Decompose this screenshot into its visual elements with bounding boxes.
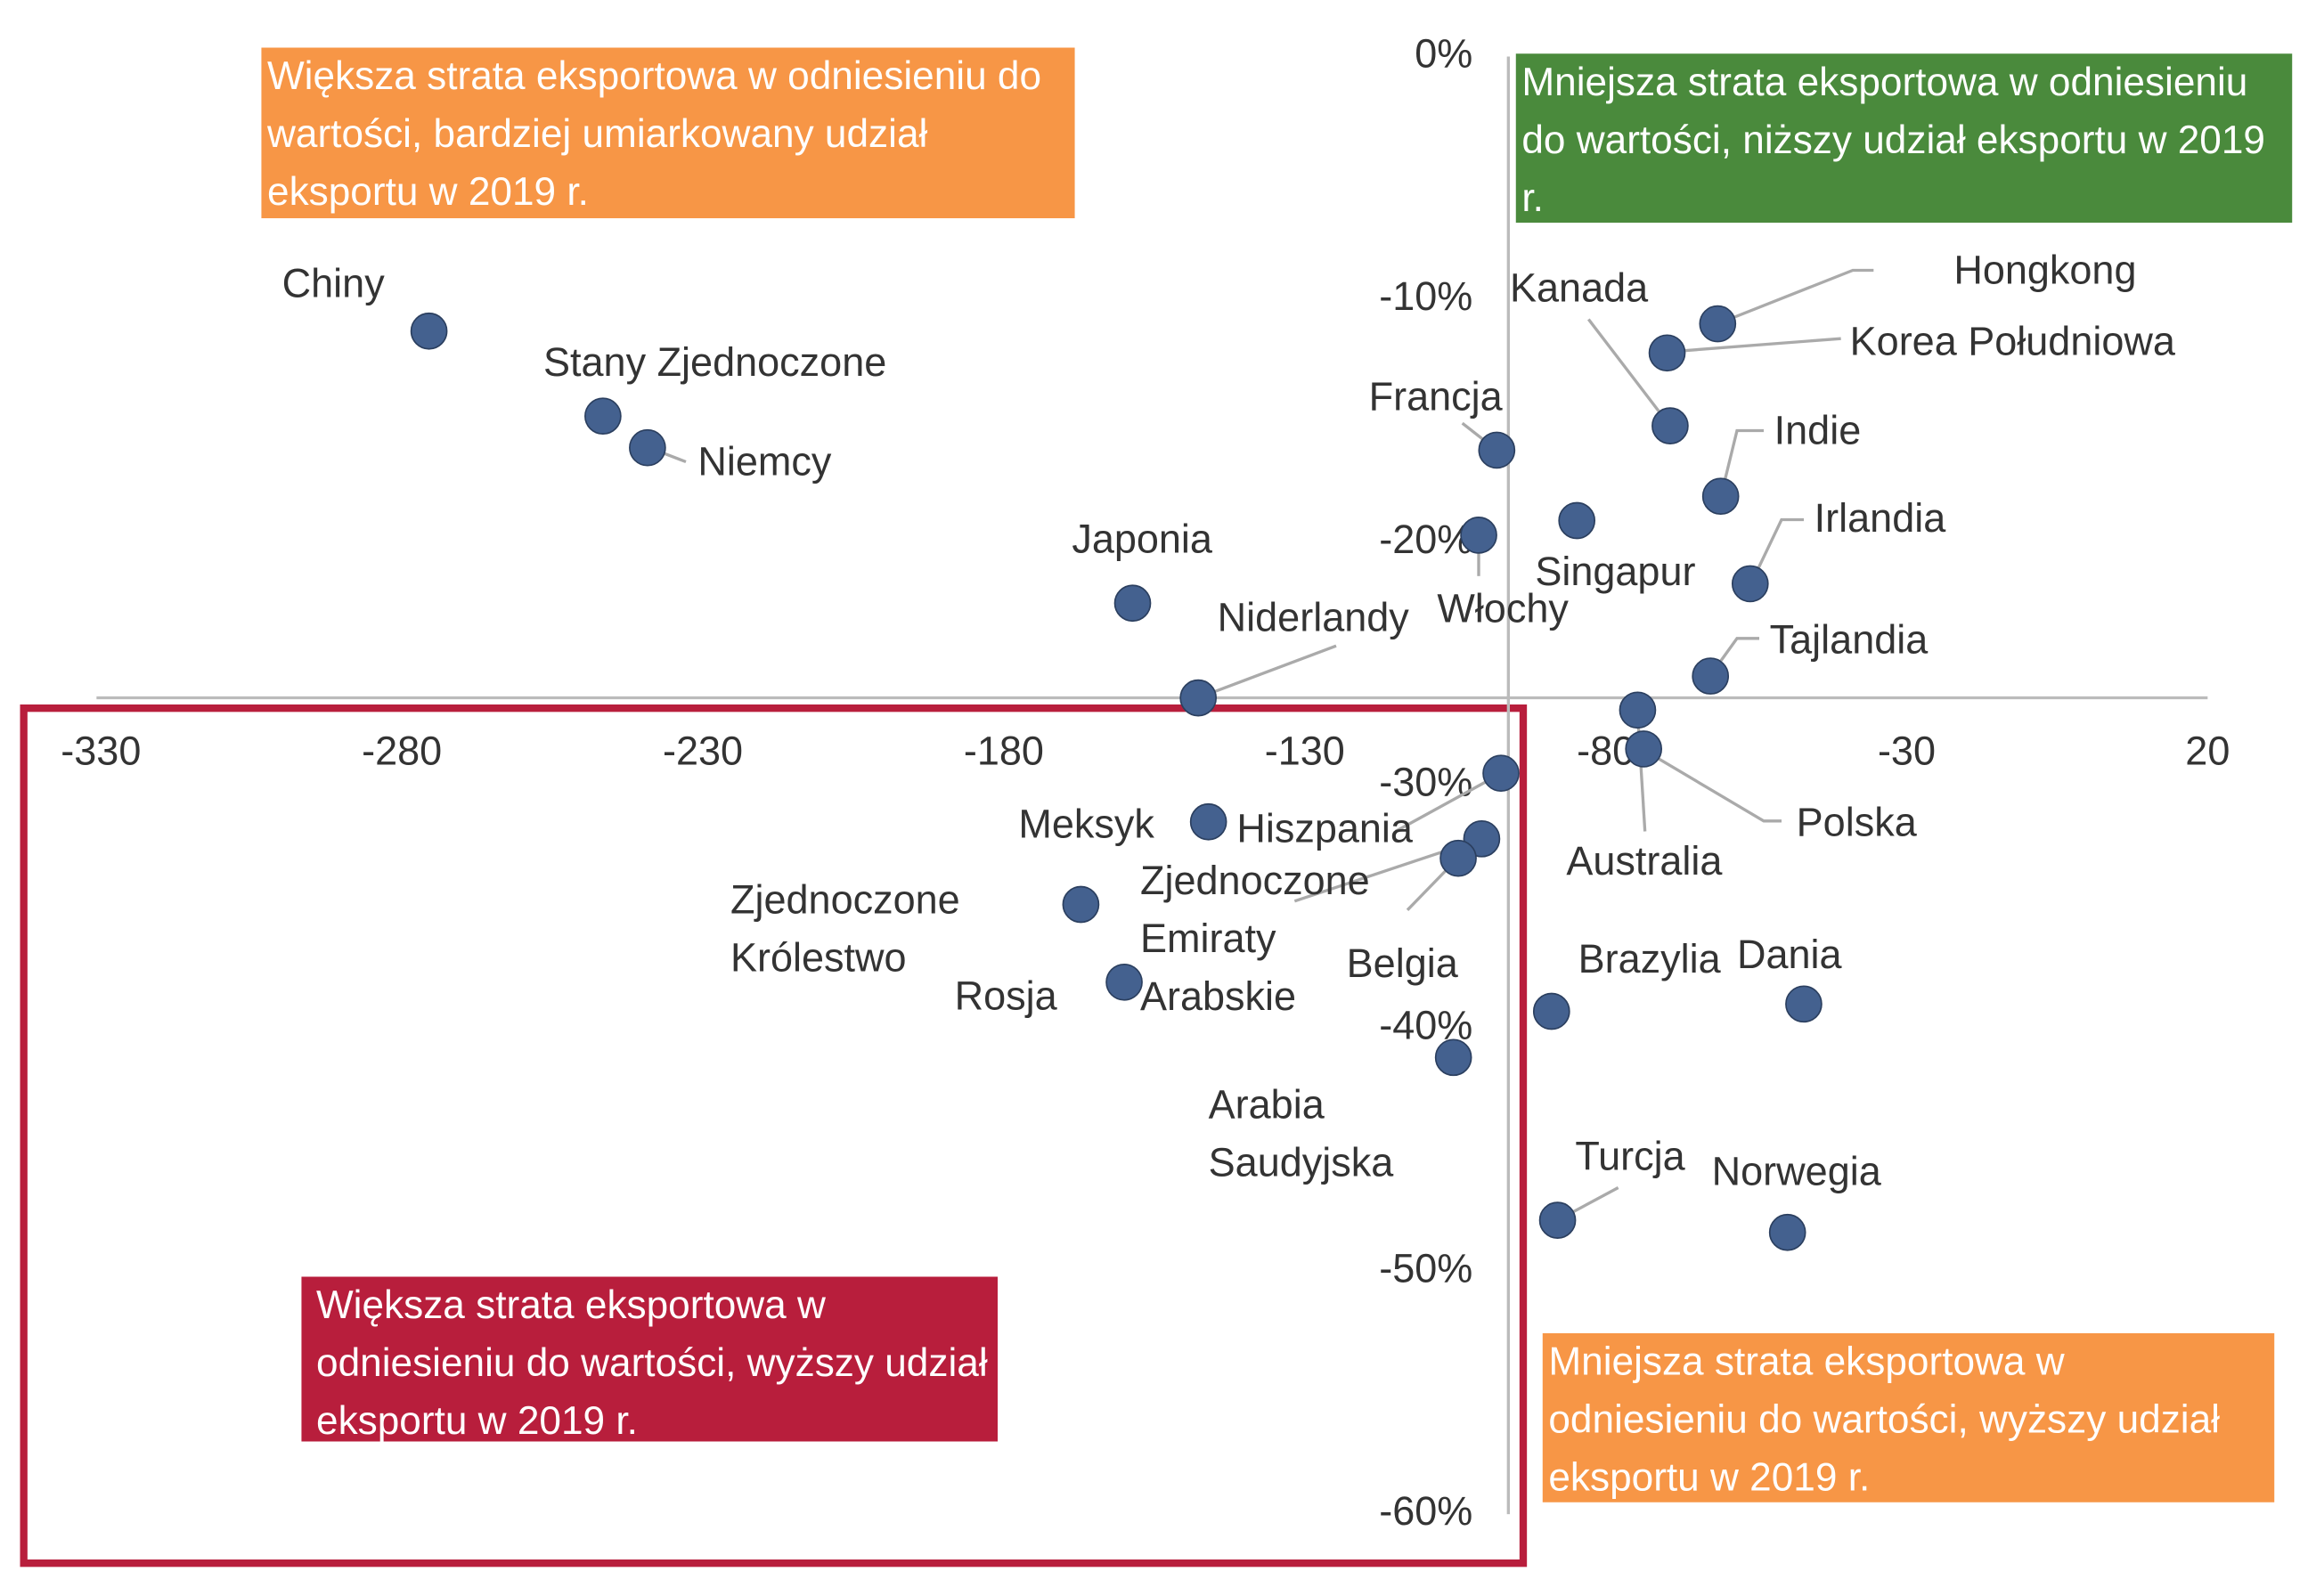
x-tick-label: -80: [1577, 729, 1635, 774]
point-label: Tajlandia: [1770, 617, 1929, 663]
point-label: Irlandia: [1814, 495, 1947, 541]
point: [1785, 985, 1823, 1023]
point: [1558, 501, 1596, 540]
point: [1538, 1201, 1577, 1239]
leader-line: [1749, 517, 1804, 586]
point-label: Singapur: [1535, 549, 1695, 594]
quadrant-frame: [20, 704, 1528, 1568]
annotation-box: Mniejsza strata eksportowa w odniesieniu…: [1542, 1332, 2275, 1502]
point-label-line: Arabskie: [1140, 973, 1296, 1019]
point: [629, 428, 666, 467]
y-tick-label: -10%: [1379, 273, 1472, 319]
leader-line: [1394, 772, 1502, 833]
leader-line: [1635, 711, 1647, 832]
point: [1179, 679, 1217, 717]
annotation-box: Mniejsza strata eksportowa w odniesieniu…: [1515, 53, 2293, 224]
point: [1482, 754, 1520, 793]
point: [1478, 431, 1516, 469]
point: [1731, 565, 1769, 603]
y-tick-label: 0%: [1415, 30, 1472, 76]
x-tick-label: -30: [1878, 729, 1936, 774]
annotation-box: Większa strata eksportowa w odniesieniu …: [301, 1276, 998, 1442]
point: [410, 312, 448, 350]
x-tick-label: -280: [362, 729, 442, 774]
y-tick-label: -60%: [1379, 1488, 1472, 1534]
point-label: Meksyk: [1018, 801, 1154, 846]
y-tick-label: -50%: [1379, 1245, 1472, 1291]
y-tick-label: -20%: [1379, 517, 1472, 562]
point-label: Norwegia: [1712, 1148, 1882, 1193]
point: [1651, 407, 1689, 444]
point: [584, 397, 622, 436]
point-label: Chiny: [282, 261, 386, 306]
point-label-line: Królestwo: [730, 934, 907, 980]
annotation: Mniejsza strata eksportowa w odniesieniu…: [1542, 1332, 2275, 1502]
x-tick-label: -230: [663, 729, 743, 774]
leader-line: [1643, 748, 1782, 823]
point-label: Dania: [1737, 932, 1843, 977]
annotation: Większa strata eksportowa w odniesieniu …: [301, 1276, 998, 1442]
point: [1460, 517, 1497, 554]
point-label: Kanada: [1510, 265, 1649, 311]
point-label: Belgia: [1347, 940, 1459, 986]
point: [1532, 992, 1570, 1030]
x-tick-label: -180: [964, 729, 1044, 774]
leader-line: [1719, 428, 1764, 498]
point: [1625, 730, 1663, 768]
point: [1113, 584, 1152, 623]
point-label: Turcja: [1575, 1134, 1685, 1179]
x-tick-label: -130: [1265, 729, 1345, 774]
point-label: Niderlandy: [1218, 595, 1410, 640]
point-label: Indie: [1774, 408, 1862, 453]
point-label-line: Arabia: [1209, 1081, 1325, 1127]
point: [1062, 885, 1100, 924]
point-label: Hongkong: [1953, 248, 2136, 293]
point-label: Stany Zjednoczone: [543, 339, 886, 385]
point: [1699, 305, 1737, 343]
point: [1105, 963, 1143, 1001]
point-label: Niemcy: [697, 439, 832, 484]
point: [1434, 1038, 1472, 1077]
point-label: Australia: [1566, 838, 1723, 884]
point: [1439, 839, 1477, 877]
point-label: Francja: [1369, 373, 1504, 419]
point-label: Rosja: [955, 973, 1058, 1019]
point-label: Polska: [1797, 800, 1918, 845]
point-label-line: Zjednoczone: [1140, 858, 1370, 903]
x-tick-label: -330: [61, 729, 141, 774]
annotation: Mniejsza strata eksportowa w odniesieniu…: [1515, 53, 2293, 224]
point: [1189, 802, 1227, 841]
point: [1768, 1213, 1806, 1251]
annotation-box: Większa strata eksportowa w odniesieniu …: [261, 47, 1075, 219]
point: [1701, 477, 1740, 516]
point-label: Hiszpania: [1236, 805, 1414, 851]
point-label-line: Emiraty: [1140, 916, 1276, 961]
point-label: Brazylia: [1578, 936, 1722, 981]
point-label: Japonia: [1072, 516, 1213, 561]
point: [1648, 334, 1686, 372]
point-label: Zjednoczone Królestwo: [730, 876, 960, 980]
point-label: Włochy: [1437, 586, 1569, 631]
point-label: Arabia Saudyjska: [1209, 1081, 1395, 1185]
point-label-line: Zjednoczone: [730, 876, 960, 922]
leader-line: [1197, 644, 1337, 700]
annotation: Większa strata eksportowa w odniesieniu …: [261, 47, 1075, 219]
x-tick-label: 20: [2185, 729, 2230, 774]
point-label: Korea Południowa: [1850, 319, 2176, 364]
point-label-line: Saudyjska: [1209, 1139, 1395, 1185]
leader-line: [1667, 337, 1841, 354]
point: [1619, 691, 1657, 729]
leader-line: [1717, 268, 1874, 326]
leader-line: [1587, 318, 1672, 428]
point-label: Zjednoczone Emiraty Arabskie: [1140, 858, 1370, 1019]
point: [1692, 657, 1730, 695]
